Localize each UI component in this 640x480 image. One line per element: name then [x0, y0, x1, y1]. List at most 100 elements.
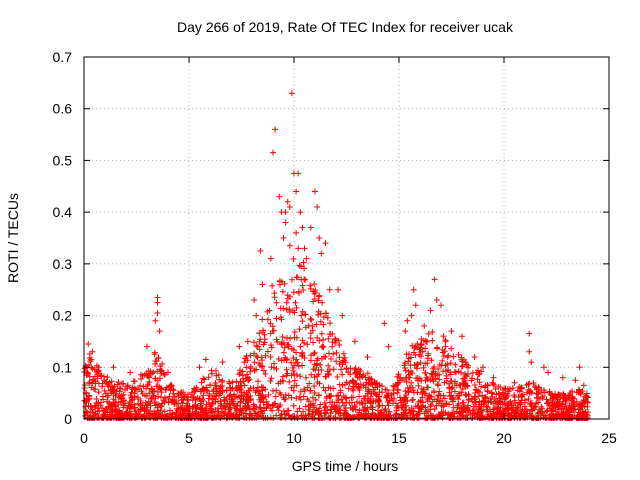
data-point — [429, 371, 436, 378]
data-point — [255, 409, 262, 416]
data-point — [492, 411, 499, 418]
data-point — [158, 386, 165, 393]
data-point — [277, 378, 284, 385]
data-point — [320, 321, 327, 328]
data-point — [293, 382, 300, 389]
data-point — [199, 386, 206, 393]
data-point — [318, 409, 325, 416]
data-point — [382, 406, 389, 413]
data-point — [346, 380, 353, 387]
data-point — [456, 382, 463, 389]
data-point — [271, 364, 278, 371]
data-point — [410, 389, 417, 396]
data-point — [149, 388, 156, 395]
data-point — [311, 295, 318, 302]
data-point — [306, 406, 313, 413]
data-point — [307, 224, 314, 231]
data-point — [293, 349, 300, 356]
data-point — [327, 385, 334, 392]
data-point — [385, 402, 392, 409]
data-point — [146, 374, 153, 381]
data-point — [196, 364, 203, 371]
data-point — [458, 389, 465, 396]
data-point — [334, 373, 341, 380]
data-point — [311, 361, 318, 368]
data-point — [138, 406, 145, 413]
data-point — [372, 391, 379, 398]
data-point — [103, 378, 110, 385]
data-point — [402, 395, 409, 402]
data-point — [406, 371, 413, 378]
data-point — [412, 352, 419, 359]
plot-frame — [83, 56, 610, 420]
data-point — [117, 385, 124, 392]
data-point — [402, 367, 409, 374]
data-point — [396, 377, 403, 384]
data-point — [509, 407, 516, 414]
data-point — [478, 383, 485, 390]
data-point — [288, 372, 295, 379]
data-point — [165, 396, 172, 403]
data-point — [407, 409, 414, 416]
data-point — [360, 382, 367, 389]
data-point — [459, 385, 466, 392]
data-point — [365, 395, 372, 402]
data-point — [200, 385, 207, 392]
data-point — [253, 366, 260, 373]
data-point — [161, 408, 168, 415]
data-point — [497, 394, 504, 401]
data-point — [318, 250, 325, 257]
data-point — [320, 344, 327, 351]
data-point — [508, 412, 515, 419]
data-point — [448, 328, 455, 335]
data-point — [536, 406, 543, 413]
data-point — [143, 385, 150, 392]
data-point — [104, 394, 111, 401]
y-tick-label: 0.2 — [53, 308, 73, 324]
data-point — [95, 389, 102, 396]
data-point — [535, 399, 542, 406]
data-point — [299, 308, 306, 315]
data-point — [530, 379, 537, 386]
data-point — [109, 408, 116, 415]
data-point — [481, 414, 488, 421]
data-point — [421, 322, 428, 329]
data-point — [321, 399, 328, 406]
data-point — [364, 353, 371, 360]
data-point — [508, 401, 515, 408]
data-point — [570, 407, 577, 414]
data-point — [293, 334, 300, 341]
data-point — [345, 385, 352, 392]
data-point — [309, 327, 316, 334]
data-point — [273, 315, 280, 322]
data-point — [238, 408, 245, 415]
data-point — [277, 305, 284, 312]
data-point — [229, 379, 236, 386]
data-point — [263, 401, 270, 408]
data-point — [366, 375, 373, 382]
data-point — [145, 381, 152, 388]
data-point — [236, 371, 243, 378]
data-point — [100, 396, 107, 403]
data-point — [254, 411, 261, 418]
data-point — [116, 388, 123, 395]
data-point — [276, 193, 283, 200]
data-point — [308, 371, 315, 378]
data-point — [244, 338, 251, 345]
data-point — [546, 411, 553, 418]
data-point — [584, 398, 591, 405]
data-point — [241, 414, 248, 421]
data-point — [96, 414, 103, 421]
x-tick-labels: 0 5 10 15 20 25 — [80, 430, 617, 446]
data-point — [260, 384, 267, 391]
data-point — [500, 387, 507, 394]
data-point — [173, 409, 180, 416]
data-point — [157, 366, 164, 373]
y-tick-label: 0.1 — [53, 359, 73, 375]
data-point — [102, 390, 109, 397]
data-point — [342, 359, 349, 366]
data-point — [551, 401, 558, 408]
data-point — [314, 355, 321, 362]
data-point — [193, 412, 200, 419]
data-point — [131, 385, 138, 392]
